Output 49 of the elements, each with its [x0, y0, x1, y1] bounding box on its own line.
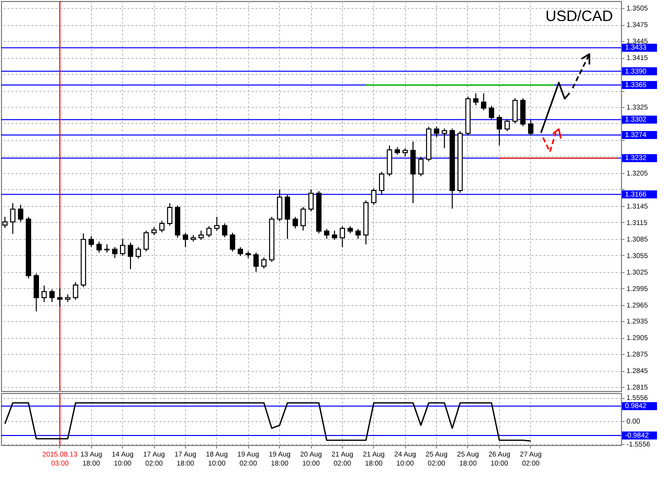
candlestick — [418, 156, 424, 177]
candlestick — [88, 236, 94, 248]
candlestick — [182, 232, 188, 248]
candlestick — [504, 118, 510, 132]
candlestick — [520, 98, 526, 127]
candlestick — [206, 226, 212, 238]
candlestick — [473, 92, 478, 106]
candlestick — [292, 216, 298, 229]
candlestick — [371, 188, 376, 206]
candlestick — [261, 257, 267, 270]
candlestick — [198, 230, 204, 240]
candlestick — [276, 188, 282, 222]
chart-title: USD/CAD — [545, 8, 614, 25]
candlestick — [96, 241, 102, 254]
candlestick — [112, 246, 118, 259]
candlestick — [284, 194, 290, 240]
candlestick — [300, 206, 306, 232]
candlestick — [378, 171, 384, 196]
candlestick — [72, 282, 78, 300]
candlestick — [18, 204, 24, 222]
candlestick — [222, 222, 228, 238]
candlestick — [253, 252, 259, 272]
candlestick — [496, 114, 502, 146]
candlestick — [57, 288, 63, 307]
candlestick — [120, 238, 126, 256]
candlestick — [214, 216, 220, 232]
candlestick — [144, 230, 149, 252]
candlestick — [512, 98, 518, 124]
candlestick — [136, 246, 141, 260]
candlestick — [340, 226, 346, 248]
candlestick — [488, 105, 494, 120]
candlestick — [10, 202, 16, 234]
candlestick — [308, 188, 314, 212]
candlestick — [34, 272, 39, 312]
candlestick — [42, 285, 47, 303]
candlestick — [230, 232, 236, 252]
candlestick — [434, 126, 440, 138]
candlestick — [128, 242, 134, 270]
candlestick — [49, 288, 55, 303]
candlestick — [481, 92, 486, 111]
candlestick — [355, 228, 361, 240]
candlestick — [324, 228, 330, 240]
candlestick — [167, 202, 172, 226]
candlestick — [528, 120, 534, 136]
line-series — [4, 402, 532, 442]
candlestick — [410, 141, 416, 204]
candlestick — [442, 128, 448, 149]
candlestick — [332, 230, 338, 240]
candlestick — [159, 220, 165, 233]
